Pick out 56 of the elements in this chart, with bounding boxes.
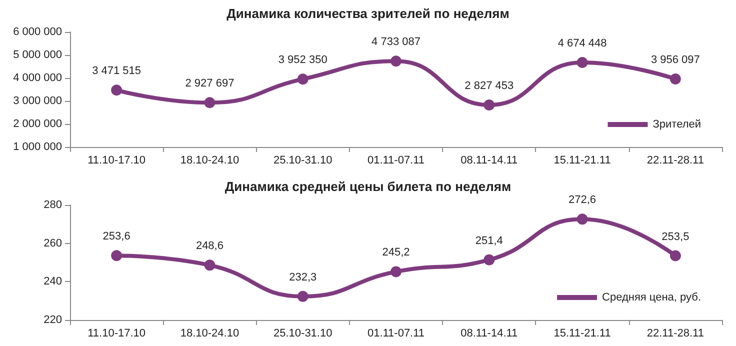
y-tick-label: 5 000 000: [13, 49, 62, 61]
y-tick-label: 280: [44, 199, 62, 211]
data-label: 3 471 515: [92, 65, 142, 78]
y-tick-label: 1 000 000: [13, 141, 62, 153]
x-tick-label: 15.11-21.11: [554, 328, 611, 340]
data-label: 253,6: [102, 230, 130, 243]
x-tick-label: 22.11-28.11: [646, 154, 704, 166]
point: [390, 266, 402, 278]
y-tick-label: 260: [44, 237, 62, 250]
y-tick-label: 240: [44, 276, 62, 288]
point: [111, 84, 122, 96]
x-tick-label: 11.10-17.10: [88, 154, 146, 166]
x-tick-label: 22.11-28.11: [646, 328, 704, 340]
point: [204, 97, 216, 108]
y-tick-label: 4 000 000: [13, 72, 62, 84]
y-tick-label: 220: [44, 314, 62, 326]
x-tick-label: 01.11-07.11: [367, 154, 425, 166]
y-tick-label: 3 000 000: [13, 95, 62, 107]
point: [111, 250, 122, 262]
point: [390, 56, 402, 67]
data-label: 253,5: [662, 230, 690, 243]
data-label: 2 827 453: [464, 80, 514, 92]
chart-title: Динамика количества зрителей по неделям: [226, 6, 510, 21]
point: [297, 74, 308, 85]
data-label: 4 674 448: [558, 37, 607, 50]
data-label: 232,3: [289, 271, 317, 284]
data-label: 4 733 087: [372, 36, 420, 48]
x-tick-label: 15.11-21.11: [554, 154, 611, 166]
x-tick-label: 01.11-07.11: [367, 328, 425, 340]
legend-label: Средняя цена, руб.: [602, 292, 702, 304]
x-tick-label: 25.10-31.10: [274, 328, 332, 340]
legend-label: Зрителей: [652, 118, 702, 130]
data-label: 272,6: [568, 194, 596, 206]
x-tick-label: 25.10-31.10: [274, 154, 332, 166]
y-tick-label: 6 000 000: [13, 26, 62, 38]
point: [297, 290, 308, 302]
point: [204, 260, 216, 271]
y-tick-label: 2 000 000: [13, 118, 62, 130]
data-label: 3 952 350: [278, 54, 328, 66]
data-label: 251,4: [475, 234, 503, 247]
x-tick-label: 08.11-14.11: [460, 328, 518, 340]
x-tick-label: 11.10-17.10: [88, 328, 146, 340]
chart-title: Динамика средней цены билета по неделям: [224, 179, 512, 194]
x-tick-label: 18.10-24.10: [180, 328, 240, 340]
point: [670, 74, 681, 85]
point: [576, 214, 588, 225]
data-label: 245,2: [382, 246, 410, 259]
point: [484, 99, 495, 110]
data-label: 2 927 697: [185, 78, 234, 90]
data-label: 3 956 097: [650, 54, 700, 66]
point: [670, 250, 681, 262]
point: [484, 254, 495, 266]
x-tick-label: 08.11-14.11: [460, 154, 518, 166]
x-tick-label: 18.10-24.10: [180, 154, 240, 166]
data-label: 248,6: [196, 240, 224, 252]
point: [576, 56, 588, 68]
